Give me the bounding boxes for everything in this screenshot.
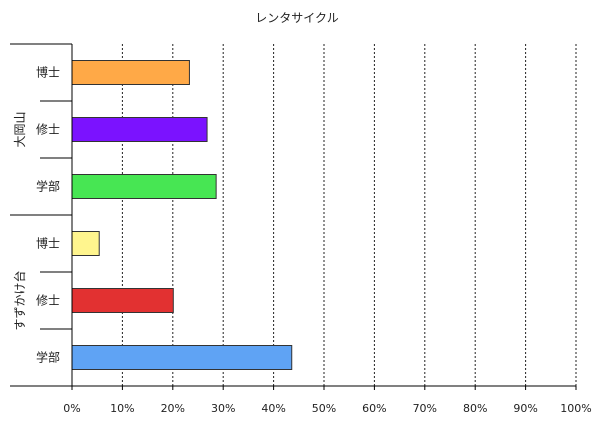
group-label: 大岡山 xyxy=(13,111,27,147)
category-label: 博士 xyxy=(36,65,60,80)
bar-5 xyxy=(71,288,174,313)
x-tick-label: 0% xyxy=(63,402,80,415)
x-tick-label: 10% xyxy=(110,402,134,415)
x-tick-label: 70% xyxy=(413,402,437,415)
x-tick-label: 20% xyxy=(161,402,185,415)
bar-1 xyxy=(71,60,190,85)
category-label: 修士 xyxy=(36,293,60,308)
category-label: 学部 xyxy=(36,179,60,194)
x-tick-label: 60% xyxy=(362,402,386,415)
axes-frame xyxy=(10,43,577,390)
bars xyxy=(71,60,293,370)
x-tick-label: 30% xyxy=(211,402,235,415)
x-tick-label: 100% xyxy=(560,402,591,415)
category-label: 学部 xyxy=(36,350,60,365)
x-tick-labels: 0% 10% 20% 30% 40% 50% 60% 70% 80% 90% 100% xyxy=(63,402,591,415)
x-tick-label: 40% xyxy=(261,402,285,415)
chart-title: レンタサイクル xyxy=(255,11,338,25)
bar-6 xyxy=(71,345,293,370)
category-label: 修士 xyxy=(36,122,60,137)
bar-4 xyxy=(71,231,100,256)
x-tick-label: 50% xyxy=(312,402,336,415)
bar-3 xyxy=(71,174,217,199)
bar-2 xyxy=(71,117,208,142)
x-tick-label: 80% xyxy=(463,402,487,415)
group-label: すずかけ台 xyxy=(12,270,27,330)
category-label: 博士 xyxy=(36,236,60,251)
gridlines xyxy=(121,44,577,386)
x-tick-label: 90% xyxy=(513,402,537,415)
